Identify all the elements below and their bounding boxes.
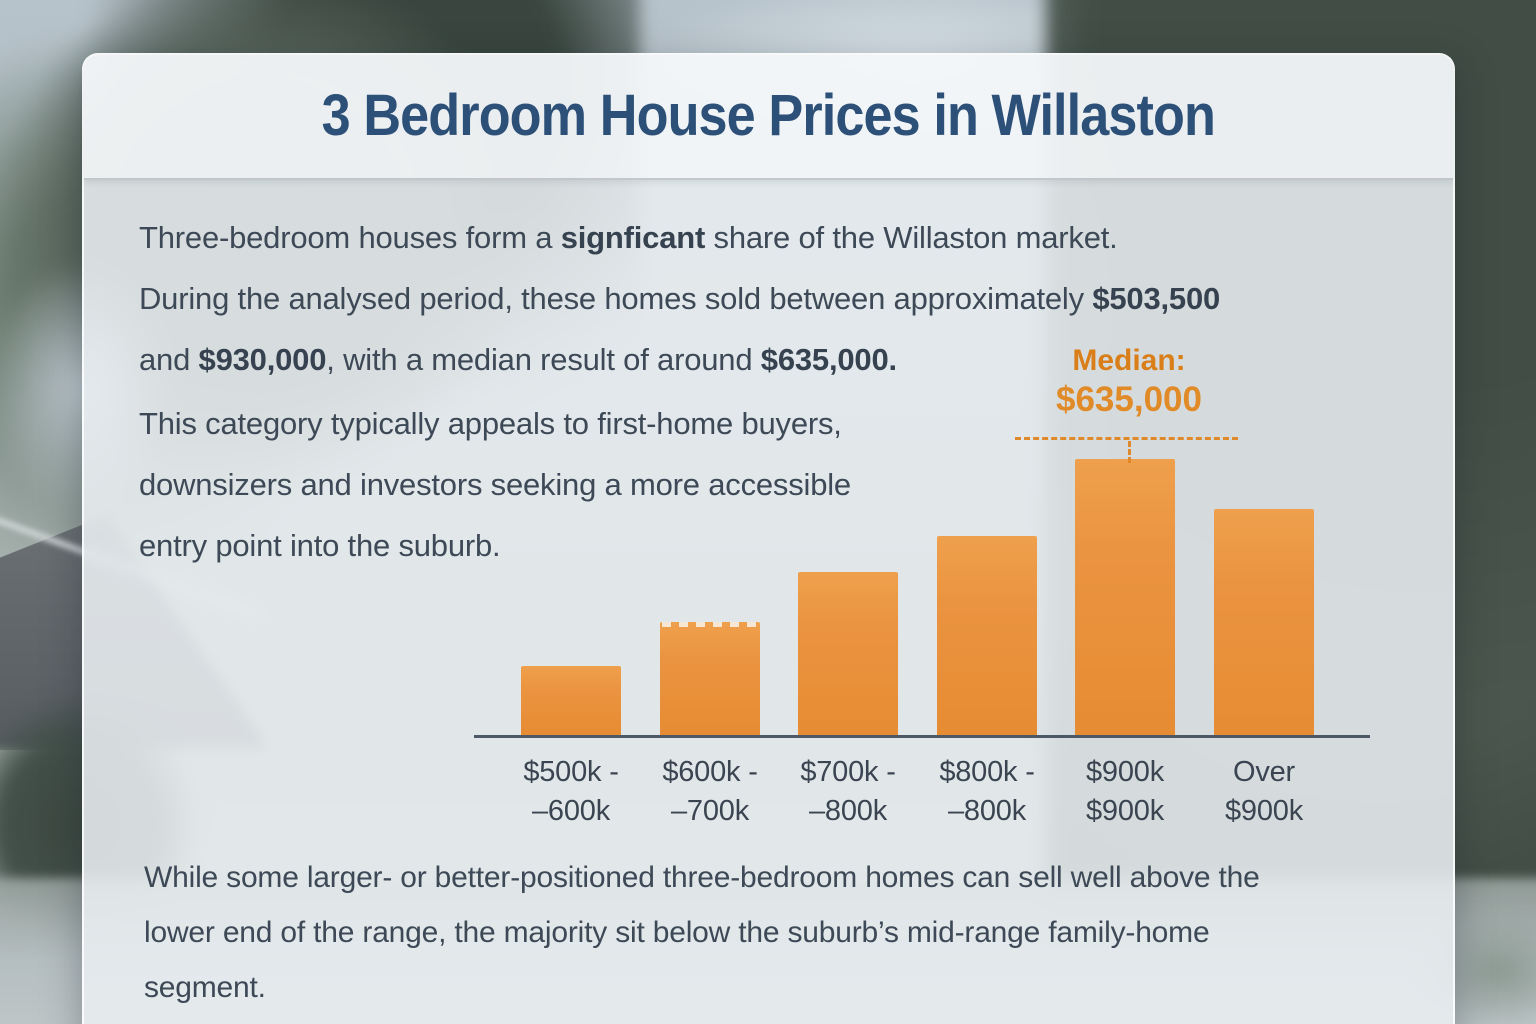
bar-5 xyxy=(1075,459,1175,735)
x-tick-label-1: $500k - –600k xyxy=(523,756,619,827)
chart-bars xyxy=(474,355,1374,738)
bar-4 xyxy=(937,536,1037,735)
x-tick-label-6: Over $900k xyxy=(1224,756,1303,827)
body-line: Three-bedroom houses form a signficant s… xyxy=(139,220,1118,255)
page-title-text: 3 Bedroom House Prices in Willaston xyxy=(321,83,1216,148)
median-value: $635,000 xyxy=(1056,380,1202,419)
bar-1 xyxy=(521,666,621,735)
closing-paragraph: While some larger- or better-positioned … xyxy=(144,850,1260,1015)
body-line: entry point into the suburb. xyxy=(139,528,501,563)
bar-6 xyxy=(1214,509,1314,735)
body-line: downsizers and investors seeking a more … xyxy=(139,467,851,502)
median-label: Median: xyxy=(1072,344,1186,377)
x-axis-line xyxy=(474,735,1370,738)
body-line: While some larger- or better-positioned … xyxy=(144,861,1260,894)
page-title: 3 Bedroom House Prices in Willaston xyxy=(84,55,1453,176)
x-tick-label-4: $800k - –800k xyxy=(939,756,1035,827)
x-tick-label-3: $700k - –800k xyxy=(800,756,896,827)
buyer-profile-paragraph: This category typically appeals to first… xyxy=(139,393,851,576)
bar-chart: $500k - –600k $600k - –700k $700k - –800k $800… xyxy=(474,355,1374,827)
body-line: lower end of the range, the majority sit… xyxy=(144,916,1210,949)
x-axis-labels: $500k - –600k $600k - –700k $700k - –800k $800… xyxy=(474,753,1374,848)
median-dashed-line xyxy=(1015,437,1238,440)
x-tick-label-5: $900k $900k xyxy=(1085,756,1164,827)
intro-paragraph: Three-bedroom houses form a signficant s… xyxy=(139,207,1220,390)
bar-3 xyxy=(798,572,898,735)
x-tick-label-2: $600k - –700k xyxy=(662,756,758,827)
body-line: and $930,000, with a median result of ar… xyxy=(139,342,897,377)
card-header: 3 Bedroom House Prices in Willaston xyxy=(84,55,1453,180)
body-line: This category typically appeals to first… xyxy=(139,406,842,441)
bar-2 xyxy=(660,622,760,735)
median-dashed-pointer xyxy=(1128,441,1131,463)
infographic-card: 3 Bedroom House Prices in Willaston Thre… xyxy=(82,53,1455,1024)
median-annotation: Median: $635,000 xyxy=(1032,343,1226,421)
body-line: segment. xyxy=(144,971,266,1004)
body-line: During the analysed period, these homes … xyxy=(139,281,1221,316)
